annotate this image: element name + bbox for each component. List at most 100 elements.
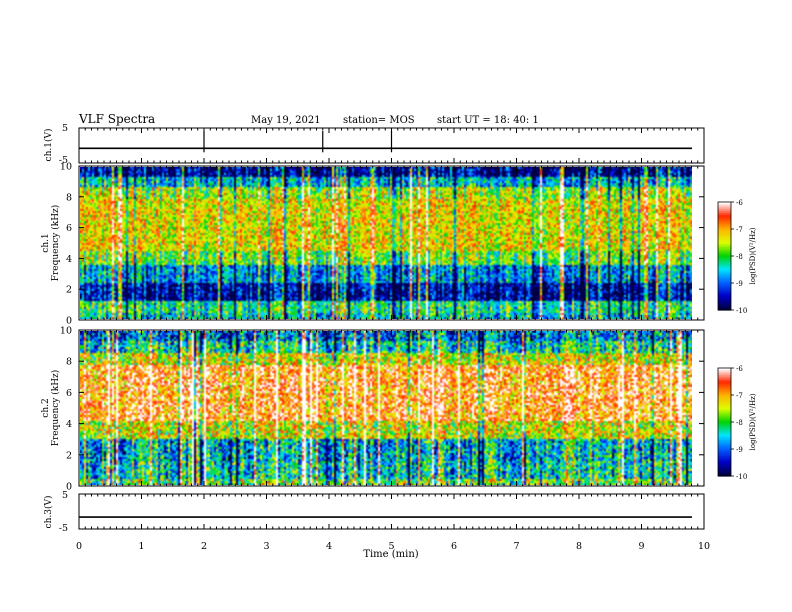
colorbar-swatch: [718, 425, 731, 428]
colorbar-swatch: [718, 227, 731, 230]
xtick-label: 4: [326, 541, 332, 552]
colorbar-swatch: [718, 257, 731, 261]
ch1-spectrogram-image: [80, 167, 692, 319]
time-axis-label: Time (min): [363, 549, 418, 560]
colorbar-label: log(PSD)(V²/Hz): [749, 227, 757, 284]
ch1-colorbar: -6 -7 -8 -9 -10 log(PSD)(V²/Hz): [717, 199, 757, 315]
colorbar-swatch: [718, 423, 731, 427]
ytick-label: 4: [66, 254, 72, 265]
colorbar-swatch: [718, 459, 731, 463]
ch1-waveform-plot: [79, 131, 692, 153]
colorbar-swatch: [718, 232, 731, 235]
colorbar-swatch: [718, 474, 731, 477]
colorbar-swatch: [718, 239, 731, 243]
colorbar-swatch: [718, 293, 731, 297]
colorbar-label: log(PSD)(V²/Hz): [749, 393, 757, 450]
colorbar-swatch: [718, 405, 731, 409]
colorbar-swatch: [718, 259, 731, 262]
colorbar-swatch: [718, 387, 731, 391]
ch1-ytick-bottom: -5: [59, 155, 68, 166]
xtick-label: 6: [451, 541, 457, 552]
colorbar-swatch: [718, 472, 731, 475]
date-label: May 19, 2021: [251, 115, 321, 126]
ytick-label: 2: [66, 450, 72, 461]
colorbar-swatch: [718, 454, 731, 457]
colorbar-tick-label: -6: [736, 199, 743, 207]
colorbar-swatch: [718, 470, 731, 473]
colorbar-swatch: [718, 386, 731, 389]
colorbar-swatch: [718, 286, 731, 289]
colorbar-swatch: [718, 234, 731, 237]
colorbar-swatch: [718, 458, 731, 461]
colorbar-swatch: [718, 281, 731, 284]
colorbar-swatch: [718, 238, 731, 241]
colorbar-swatch: [718, 263, 731, 266]
colorbar-swatch: [718, 290, 731, 293]
colorbar-swatch: [718, 463, 731, 466]
colorbar-swatch: [718, 302, 731, 306]
xtick-label: 9: [638, 541, 644, 552]
colorbar-swatch: [718, 283, 731, 286]
colorbar-swatch: [718, 274, 731, 277]
colorbar-swatch: [718, 449, 731, 452]
colorbar-swatch: [718, 438, 731, 441]
ch3-waveform-ylabel: ch.3(V): [43, 496, 54, 529]
ytick-label: 8: [66, 357, 72, 368]
ch2-spectrogram-panel: 0 2 4 6 8 10 ch.2 Frequency (kHz): [41, 326, 705, 493]
colorbar-swatch: [718, 284, 731, 288]
colorbar-swatch: [718, 409, 731, 412]
station-label: station= MOS: [343, 115, 415, 126]
colorbar-swatch: [718, 396, 731, 400]
colorbar-swatch: [718, 389, 731, 392]
ch3-waveform-frame: [78, 493, 705, 530]
ytick-label: 4: [66, 419, 72, 430]
colorbar-tick-label: -7: [736, 226, 743, 234]
colorbar-swatch: [718, 306, 731, 309]
colorbar-swatch: [718, 416, 731, 419]
colorbar-swatch: [718, 391, 731, 394]
colorbar-swatch: [718, 243, 731, 246]
colorbar-swatch: [718, 207, 731, 210]
ch2-colorbar: -6 -7 -8 -9 -10 log(PSD)(V²/Hz): [717, 365, 757, 481]
ch3-ytick-top: 5: [62, 490, 68, 501]
ch1-waveform-ylabel: ch.1(V): [43, 129, 54, 162]
colorbar-swatch: [718, 368, 731, 371]
colorbar-swatch: [718, 398, 731, 401]
xtick-label: 5: [388, 541, 394, 552]
xtick-label: 0: [76, 541, 82, 552]
colorbar-swatch: [718, 369, 731, 373]
time-axis: 0 1 2 3 4 5 6 7 8 9 10: [76, 128, 710, 552]
colorbar-swatch: [718, 277, 731, 280]
colorbar-swatch: [718, 382, 731, 385]
colorbar-swatch: [718, 225, 731, 228]
ytick-label: 8: [66, 192, 72, 203]
colorbar-swatch: [718, 371, 731, 374]
colorbar-swatch: [718, 245, 731, 248]
colorbar-swatch: [718, 292, 731, 295]
ch2-channel-label: ch.2: [41, 398, 51, 417]
start-time-label: start UT = 18: 40: 1: [437, 115, 539, 126]
xtick-label: 7: [513, 541, 519, 552]
colorbar-swatch: [718, 377, 731, 380]
colorbar-swatch: [718, 450, 731, 454]
ch2-frequency-ylabel: Frequency (kHz): [50, 370, 61, 447]
colorbar-tick-label: -10: [736, 473, 747, 481]
colorbar-swatch: [718, 447, 731, 450]
colorbar-tick-label: -7: [736, 392, 743, 400]
ch1-frequency-ylabel: Frequency (kHz): [50, 205, 61, 282]
colorbar-swatch: [718, 304, 731, 307]
colorbar-swatch: [718, 268, 731, 271]
colorbar-swatch: [718, 400, 731, 403]
ytick-label: 10: [60, 162, 72, 173]
colorbar-swatch: [718, 301, 731, 304]
colorbar-swatch: [718, 380, 731, 383]
colorbar-swatch: [718, 456, 731, 459]
colorbar-swatch: [718, 209, 731, 212]
ytick-label: 10: [60, 326, 72, 337]
ch1-channel-label: ch.1: [41, 233, 51, 252]
colorbar-swatch: [718, 254, 731, 257]
colorbar-swatch: [718, 265, 731, 268]
colorbar-swatch: [718, 411, 731, 414]
xtick-label: 8: [576, 541, 582, 552]
colorbar-swatch: [718, 418, 731, 421]
